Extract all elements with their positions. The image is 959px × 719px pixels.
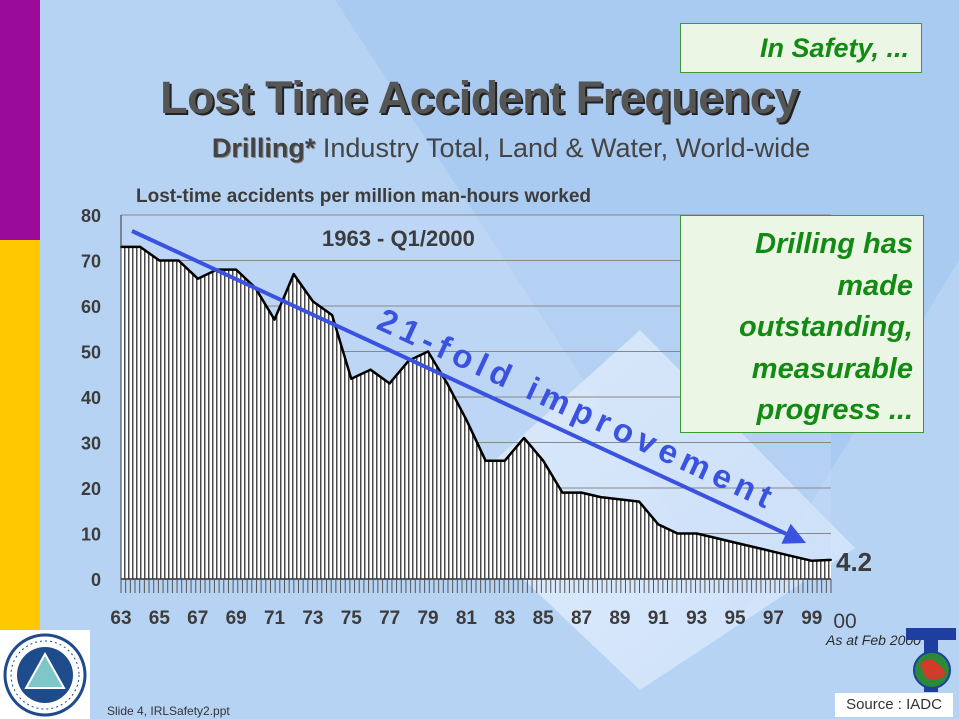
x-tick-label: 63 xyxy=(110,608,131,629)
x-tick-label: 00 xyxy=(833,610,856,633)
data-point xyxy=(657,523,660,526)
data-point xyxy=(830,558,832,561)
date-range-annotation: 1963 - Q1/2000 xyxy=(322,226,475,251)
x-tick-label: 77 xyxy=(379,608,400,629)
x-tick-label: 75 xyxy=(341,608,363,629)
y-tick-label: 10 xyxy=(81,525,101,545)
x-tick-label: 85 xyxy=(533,608,555,629)
trend-arrow-line xyxy=(131,229,787,536)
y-tick-label: 30 xyxy=(81,434,101,454)
data-point xyxy=(695,532,698,535)
data-point xyxy=(196,277,199,280)
data-point xyxy=(427,350,430,353)
data-point xyxy=(638,500,641,503)
accident-area-fill xyxy=(121,246,831,579)
callout-line: made xyxy=(837,269,913,302)
end-value-label: 4.2 xyxy=(836,547,873,577)
x-tick-label: 65 xyxy=(149,608,171,629)
data-point xyxy=(331,314,334,317)
y-tick-label: 70 xyxy=(81,252,101,272)
data-point xyxy=(369,368,372,371)
data-point xyxy=(350,377,353,380)
data-point xyxy=(484,459,487,462)
data-point xyxy=(676,532,679,535)
y-axis-label: Lost-time accidents per million man-hour… xyxy=(136,186,592,207)
slide-title: Lost Time Accident Frequency xyxy=(160,72,799,123)
data-point xyxy=(522,436,525,439)
accident-series-line xyxy=(121,245,832,563)
x-tick-label: 73 xyxy=(302,608,323,629)
iadc-globe-logo xyxy=(906,628,956,692)
x-tick-label: 71 xyxy=(264,608,286,629)
x-tick-label: 99 xyxy=(801,608,822,629)
data-point xyxy=(810,559,813,562)
data-point xyxy=(618,498,621,501)
x-tick-label: 87 xyxy=(571,608,592,629)
data-point xyxy=(139,245,142,248)
y-tick-label: 40 xyxy=(81,388,101,408)
y-tick-label: 20 xyxy=(81,479,101,499)
safety-label-box: In Safety, ... xyxy=(680,23,922,73)
x-tick-label: 91 xyxy=(648,608,670,629)
x-tick-label: 81 xyxy=(456,608,478,629)
data-point xyxy=(388,382,391,385)
x-tick-label: 93 xyxy=(686,608,707,629)
data-point xyxy=(503,459,506,462)
y-tick-label: 80 xyxy=(81,206,101,226)
callout-line: progress ... xyxy=(756,394,913,426)
callout-line: measurable xyxy=(751,352,913,385)
data-point xyxy=(158,259,161,262)
subtitle-rest: Industry Total, Land & Water, World-wide xyxy=(322,133,811,163)
data-point xyxy=(580,491,583,494)
trend-arrowhead xyxy=(781,523,806,544)
background-diamond xyxy=(445,330,855,690)
data-point xyxy=(599,496,602,499)
callout-line: Drilling has xyxy=(755,228,913,260)
x-tick-label: 89 xyxy=(609,608,630,629)
x-tick-label: 95 xyxy=(724,608,746,629)
as-of-date: As at Feb 2000 xyxy=(826,632,921,648)
x-tick-label: 97 xyxy=(763,608,784,629)
data-point xyxy=(177,259,180,262)
data-point xyxy=(542,459,545,462)
y-tick-label: 60 xyxy=(81,297,101,317)
slide-subtitle: Drilling* Industry Total, Land & Water, … xyxy=(0,133,959,164)
data-point xyxy=(714,537,717,540)
data-point xyxy=(791,555,794,558)
y-tick-label: 0 xyxy=(91,570,101,590)
slide-footer: Slide 4, IRLSafety2.ppt xyxy=(107,704,230,718)
data-point xyxy=(561,491,564,494)
data-point xyxy=(311,300,314,303)
purple-side-bar xyxy=(0,0,40,240)
data-point xyxy=(753,546,756,549)
subtitle-bold: Drilling* xyxy=(211,133,316,163)
x-tick-label: 83 xyxy=(494,608,515,629)
x-tick-label: 69 xyxy=(226,608,247,629)
construction-industry-federation-logo xyxy=(0,630,90,719)
data-point xyxy=(273,318,276,321)
progress-callout: Drilling has made outstanding, measurable pr… xyxy=(680,215,924,433)
data-point xyxy=(734,541,737,544)
x-tick-label: 79 xyxy=(417,608,438,629)
yellow-side-bar xyxy=(0,240,40,630)
data-point xyxy=(446,382,449,385)
data-point xyxy=(465,418,468,421)
chart-area xyxy=(120,245,832,579)
data-point xyxy=(235,268,238,271)
data-point xyxy=(292,273,295,276)
chart-axes: 0 10 20 30 40 50 60 70 80 63 65 67 69 71 73 75 77 79 81 83 8… xyxy=(81,206,857,633)
source-note: Source : IADC xyxy=(835,693,953,717)
y-tick-label: 50 xyxy=(81,343,101,363)
x-tick-label: 67 xyxy=(187,608,208,629)
data-point xyxy=(772,550,775,553)
callout-line: outstanding, xyxy=(739,311,913,343)
